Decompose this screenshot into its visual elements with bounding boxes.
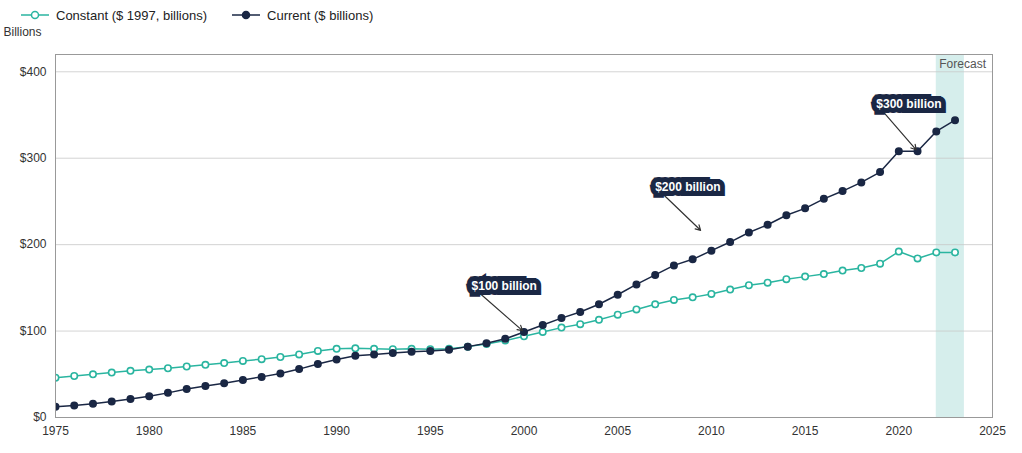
svg-text:2025: 2025: [979, 424, 1006, 438]
svg-text:Forecast: Forecast: [939, 57, 986, 71]
svg-text:2020: 2020: [885, 424, 912, 438]
svg-text:$0: $0: [33, 410, 47, 424]
svg-text:2010: 2010: [698, 424, 725, 438]
svg-text:1985: 1985: [230, 424, 257, 438]
svg-text:2005: 2005: [604, 424, 631, 438]
svg-text:$300: $300: [20, 151, 47, 165]
svg-text:Billions: Billions: [4, 25, 42, 39]
svg-text:$200: $200: [20, 237, 47, 251]
html-text:Constant ($ 1997, billions): Constant ($ 1997, billions): [56, 7, 207, 23]
svg-text:1995: 1995: [417, 424, 444, 438]
svg-text:1975: 1975: [42, 424, 69, 438]
svg-text:2015: 2015: [792, 424, 819, 438]
svg-text:2000: 2000: [511, 424, 538, 438]
svg-text:$300 billion: $300 billion: [876, 97, 941, 111]
svg-text:1990: 1990: [323, 424, 350, 438]
svg-text:$100: $100: [20, 324, 47, 338]
svg-text:1980: 1980: [136, 424, 163, 438]
svg-text:$100 billion: $100 billion: [472, 279, 537, 293]
svg-text:$200 billion: $200 billion: [655, 180, 720, 194]
html-text:Current ($ billions): Current ($ billions): [267, 7, 374, 23]
svg-text:$400: $400: [20, 65, 47, 79]
